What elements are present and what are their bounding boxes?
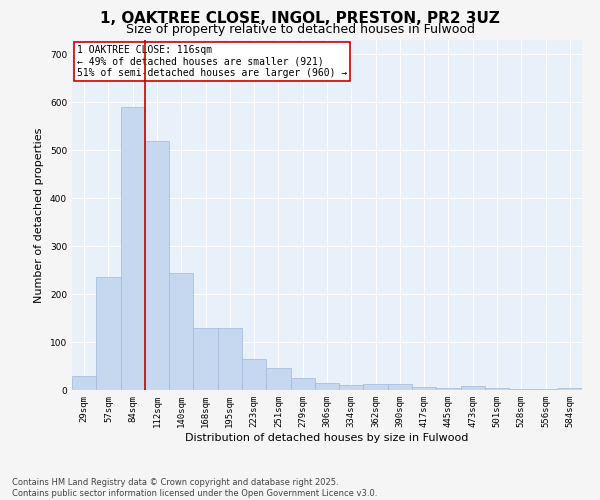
Bar <box>412 387 436 390</box>
Bar <box>509 388 533 390</box>
Bar <box>558 388 582 390</box>
Bar <box>266 368 290 390</box>
Bar <box>388 384 412 390</box>
Text: 1 OAKTREE CLOSE: 116sqm
← 49% of detached houses are smaller (921)
51% of semi-d: 1 OAKTREE CLOSE: 116sqm ← 49% of detache… <box>77 46 347 78</box>
Y-axis label: Number of detached properties: Number of detached properties <box>34 128 44 302</box>
Bar <box>436 388 461 390</box>
Bar <box>290 378 315 390</box>
Bar <box>193 328 218 390</box>
X-axis label: Distribution of detached houses by size in Fulwood: Distribution of detached houses by size … <box>185 432 469 442</box>
Bar <box>315 383 339 390</box>
Text: Size of property relative to detached houses in Fulwood: Size of property relative to detached ho… <box>125 22 475 36</box>
Bar <box>121 107 145 390</box>
Bar <box>145 140 169 390</box>
Bar <box>242 359 266 390</box>
Bar <box>96 278 121 390</box>
Bar <box>218 328 242 390</box>
Text: Contains HM Land Registry data © Crown copyright and database right 2025.
Contai: Contains HM Land Registry data © Crown c… <box>12 478 377 498</box>
Bar <box>72 376 96 390</box>
Bar <box>364 384 388 390</box>
Bar <box>461 386 485 390</box>
Bar <box>169 272 193 390</box>
Bar <box>339 385 364 390</box>
Bar <box>485 388 509 390</box>
Bar <box>533 389 558 390</box>
Text: 1, OAKTREE CLOSE, INGOL, PRESTON, PR2 3UZ: 1, OAKTREE CLOSE, INGOL, PRESTON, PR2 3U… <box>100 11 500 26</box>
